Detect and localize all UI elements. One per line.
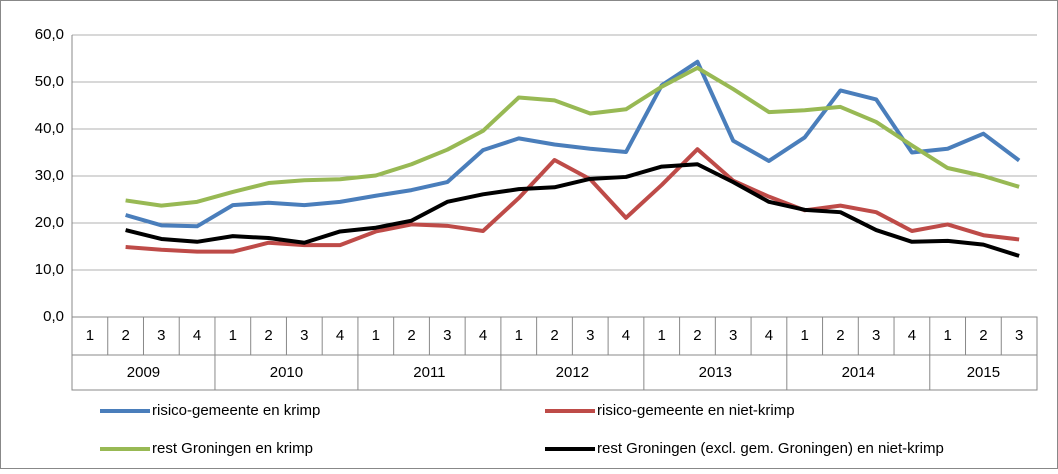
y-tick-label: 30,0 [35,167,64,184]
y-tick-label: 40,0 [35,120,64,137]
x-group-label: 2010 [270,364,303,381]
x-group-label: 2011 [413,364,445,381]
x-group-label: 2013 [699,364,732,381]
x-group-label: 2012 [556,364,589,381]
y-tick-label: 50,0 [35,73,64,90]
x-tick-label: 1 [801,327,809,344]
x-tick-label: 3 [586,327,594,344]
y-tick-label: 10,0 [35,261,64,278]
x-tick-label: 3 [872,327,880,344]
x-tick-label: 4 [193,327,201,344]
x-tick-label: 2 [693,327,701,344]
x-tick-label: 2 [836,327,844,344]
legend-label: rest Groningen en krimp [152,440,313,457]
x-tick-label: 3 [300,327,308,344]
x-tick-label: 1 [86,327,94,344]
series-line [125,59,1021,229]
x-axis-frame [71,316,1038,391]
x-tick-label: 3 [157,327,165,344]
legend-label: risico-gemeente en krimp [152,402,320,419]
x-tick-label: 1 [515,327,523,344]
x-tick-label: 1 [229,327,237,344]
series-line [125,65,1020,208]
x-tick-label: 2 [979,327,987,344]
x-tick-label: 1 [372,327,380,344]
x-tick-label: 2 [121,327,129,344]
x-tick-label: 2 [407,327,415,344]
series-line [125,147,1020,254]
x-group-label: 2015 [967,364,1000,381]
x-tick-label: 4 [479,327,487,344]
y-tick-label: 60,0 [35,26,64,43]
y-tick-label: 20,0 [35,214,64,231]
x-tick-label: 1 [658,327,666,344]
series-line [125,162,1020,258]
x-tick-label: 3 [443,327,451,344]
x-tick-label: 4 [765,327,773,344]
x-tick-label: 4 [622,327,630,344]
x-tick-label: 2 [550,327,558,344]
x-group-label: 2014 [842,364,875,381]
legend-label: rest Groningen (excl. gem. Groningen) en… [597,440,944,457]
x-tick-label: 4 [336,327,344,344]
x-tick-label: 3 [1015,327,1023,344]
x-tick-label: 2 [264,327,272,344]
legend-label: risico-gemeente en niet-krimp [597,402,795,419]
x-group-label: 2009 [127,364,160,381]
x-tick-label: 3 [729,327,737,344]
x-tick-label: 4 [908,327,916,344]
y-tick-label: 0,0 [43,308,64,325]
x-tick-label: 1 [943,327,951,344]
